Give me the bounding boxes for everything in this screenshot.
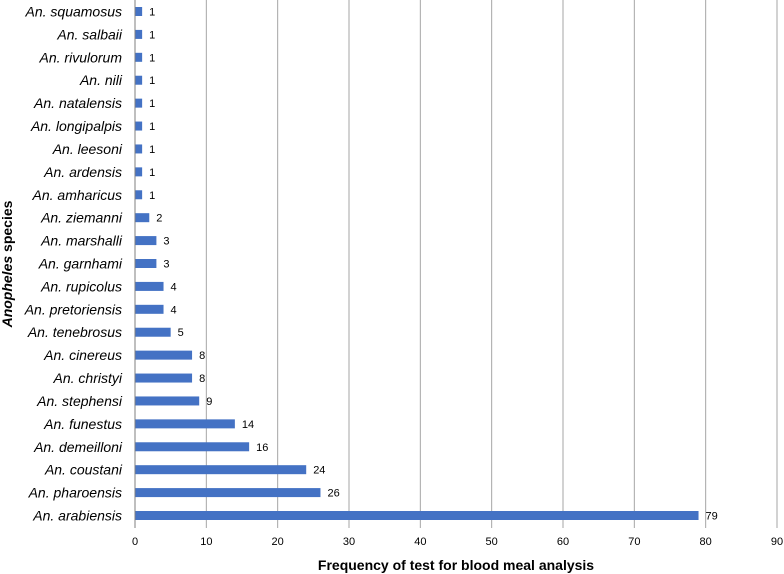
x-tick-label-10: 10 [200,536,212,548]
bar [135,419,235,429]
x-tick-label-20: 20 [272,536,284,548]
category-label: An. demeilloni [33,439,123,455]
category-label: An. salbaii [56,26,122,42]
data-label: 79 [706,511,718,523]
x-tick-labels: 0 10 20 30 40 50 60 70 80 90 [132,536,783,548]
category-labels: An. squamosus An. salbaii An. rivulorum An.… [24,4,123,524]
gridlines [205,0,778,528]
data-label: 5 [178,327,184,339]
bar [135,167,143,177]
data-label: 26 [327,488,339,500]
bar [135,190,143,200]
category-label: An. arabiensis [32,508,122,524]
category-label: An. christyi [53,370,123,386]
x-tick-label-90: 90 [771,536,783,548]
x-tick-label-70: 70 [628,536,640,548]
bar [135,144,143,154]
category-label: An. marshalli [40,233,123,249]
data-label: 1 [149,121,155,133]
category-label: An. pretoriensis [24,301,122,317]
bar [135,281,164,291]
category-label: An. natalensis [33,95,122,111]
bar [135,7,143,16]
data-label: 4 [171,281,177,293]
data-label: 1 [149,29,155,41]
data-label: 16 [256,442,268,454]
category-label: An. ziemanni [40,210,123,226]
bar [135,29,143,39]
bar [135,304,164,314]
category-label: An. amharicus [32,187,122,203]
y-axis-title-rest: species [0,200,15,255]
bar [135,442,250,452]
data-label: 1 [149,167,155,179]
y-axis-title: Anopheles species [0,200,15,328]
x-tick-label-0: 0 [132,536,138,548]
data-label: 1 [149,75,155,87]
category-label: An. longipalpis [30,118,122,134]
bar [135,213,150,223]
category-label: An. ardensis [43,164,122,180]
bars [135,7,699,520]
data-label: 24 [313,465,325,477]
category-label: An. garnhami [38,256,123,272]
x-tick-label-50: 50 [486,536,498,548]
bar [135,488,321,498]
bar [135,121,143,131]
bar [135,98,143,108]
bar [135,236,157,246]
y-axis-title-italic: Anopheles [0,256,15,329]
bar [135,373,193,383]
x-tick-label-40: 40 [414,536,426,548]
category-label: An. leesoni [52,141,123,157]
category-label: An. rupicolus [40,278,122,294]
data-label: 8 [199,350,205,362]
data-label: 1 [149,190,155,202]
x-tick-label-80: 80 [700,536,712,548]
bar [135,396,200,406]
category-label: An. stephensi [36,393,123,409]
x-axis-title: Frequency of test for blood meal analysi… [318,557,594,573]
data-label: 9 [206,396,212,408]
category-label: An. pharoensis [28,485,122,501]
data-label: 4 [171,304,177,316]
bar [135,75,143,85]
data-label: 14 [242,419,254,431]
category-label: An. cinereus [43,347,122,363]
bar [135,465,307,475]
bar [135,52,143,62]
data-label: 1 [149,52,155,64]
bar [135,259,157,268]
data-label: 2 [156,213,162,225]
category-label: An. tenebrosus [27,324,122,340]
category-label: An. rivulorum [39,49,123,65]
bar [135,327,171,337]
x-tick-label-60: 60 [557,536,569,548]
category-label: An. squamosus [25,4,123,20]
data-label: 3 [163,259,169,271]
bar [135,511,699,520]
bar [135,350,193,360]
x-tick-label-30: 30 [343,536,355,548]
data-label: 1 [149,98,155,110]
data-label: 1 [149,7,155,19]
data-label: 8 [199,373,205,385]
category-label: An. nili [79,72,123,88]
category-label: An. coustani [44,462,123,478]
category-label: An. funestus [43,416,122,432]
data-label: 3 [163,236,169,248]
data-label: 1 [149,144,155,156]
